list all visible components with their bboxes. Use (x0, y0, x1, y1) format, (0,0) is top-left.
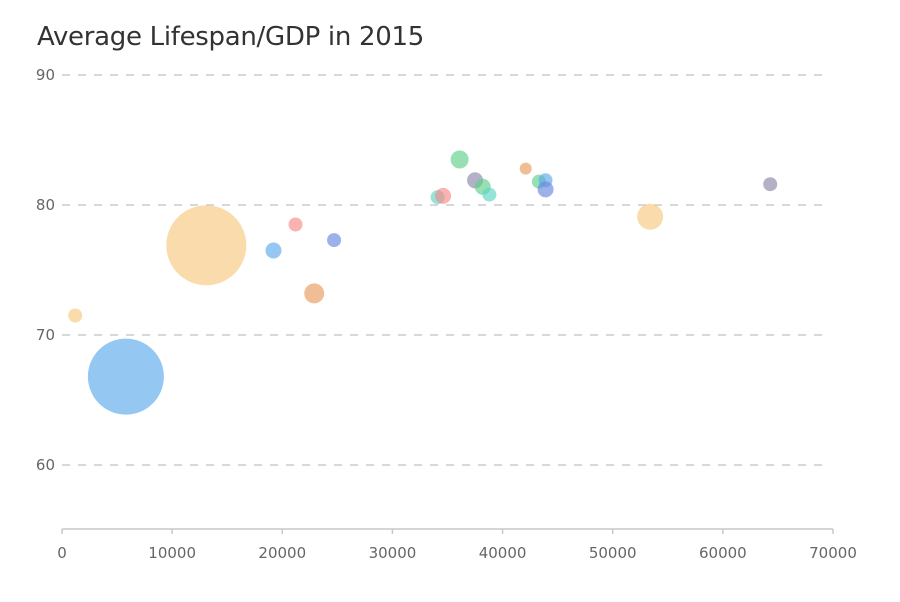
bubble-point-6[interactable] (327, 233, 342, 248)
x-tick-label: 10000 (148, 544, 196, 562)
bubble-point-16[interactable] (537, 181, 554, 198)
y-tick-label: 80 (36, 196, 55, 214)
bubbles (68, 150, 778, 415)
x-tick-label: 30000 (369, 544, 417, 562)
chart-title: Average Lifespan/GDP in 2015 (37, 22, 424, 52)
y-axis: 60 70 80 90 (36, 66, 55, 474)
x-tick-label: 40000 (479, 544, 527, 562)
bubble-point-4[interactable] (288, 217, 303, 232)
bubble-point-5[interactable] (304, 283, 325, 304)
x-tick-label: 20000 (258, 544, 306, 562)
bubble-point-17[interactable] (637, 203, 664, 230)
x-tick-label: 0 (57, 544, 67, 562)
bubble-point-9[interactable] (450, 150, 469, 169)
bubble-point-0[interactable] (68, 308, 83, 323)
bubble-point-18[interactable] (763, 177, 778, 192)
bubble-point-3[interactable] (265, 242, 282, 259)
bubble-point-8[interactable] (435, 187, 452, 204)
bubble-point-12[interactable] (482, 187, 497, 202)
x-tick-label: 60000 (699, 544, 747, 562)
x-tick-label: 70000 (809, 544, 857, 562)
bubble-point-13[interactable] (519, 162, 532, 175)
y-tick-label: 70 (36, 326, 55, 344)
y-tick-label: 60 (36, 456, 55, 474)
bubble-point-1[interactable] (87, 338, 164, 415)
x-axis: 0 10000 20000 30000 40000 50000 60000 70000 (57, 528, 857, 562)
x-tick-label: 50000 (589, 544, 637, 562)
bubble-point-2[interactable] (166, 205, 247, 286)
y-tick-label: 90 (36, 66, 55, 84)
